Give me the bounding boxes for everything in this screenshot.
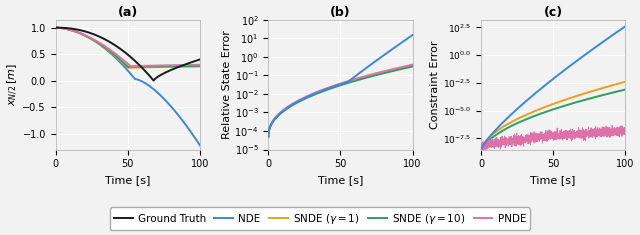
- Title: (c): (c): [543, 6, 563, 19]
- X-axis label: Time [s]: Time [s]: [531, 175, 576, 185]
- Title: (a): (a): [118, 6, 138, 19]
- X-axis label: Time [s]: Time [s]: [318, 175, 363, 185]
- Y-axis label: Constraint Error: Constraint Error: [430, 40, 440, 129]
- Title: (b): (b): [330, 6, 351, 19]
- Legend: Ground Truth, NDE, SNDE ($\gamma = 1$), SNDE ($\gamma = 10$), PNDE: Ground Truth, NDE, SNDE ($\gamma = 1$), …: [110, 208, 530, 230]
- Y-axis label: Relative State Error: Relative State Error: [221, 30, 232, 139]
- Y-axis label: $x_{N/2}\,[m]$: $x_{N/2}\,[m]$: [6, 63, 20, 106]
- X-axis label: Time [s]: Time [s]: [105, 175, 150, 185]
